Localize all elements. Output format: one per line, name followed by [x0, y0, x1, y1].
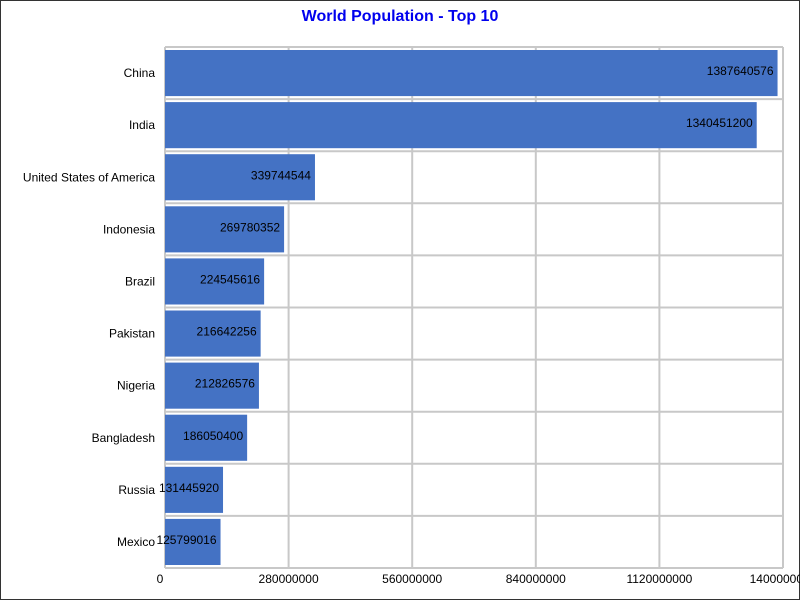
- bar: [165, 258, 265, 305]
- data-label: 186050400: [183, 429, 243, 443]
- bar: [165, 518, 221, 565]
- chart-title: World Population - Top 10: [302, 8, 499, 25]
- data-label: 339744544: [251, 168, 311, 182]
- bar: [165, 414, 248, 461]
- x-tick-label: 1120000000: [626, 572, 692, 586]
- category-label: Nigeria: [117, 379, 155, 393]
- data-label: 269780352: [220, 220, 280, 234]
- bar: [165, 206, 285, 253]
- data-label: 212826576: [195, 377, 255, 391]
- x-tick-label: 560000000: [382, 572, 442, 586]
- data-labels: 1387640576 1340451200 339744544 269780352 22…: [156, 64, 773, 547]
- data-label: 1340451200: [686, 116, 753, 130]
- x-tick-label: 0: [157, 572, 164, 586]
- category-label: Bangladesh: [92, 431, 155, 445]
- category-label: Mexico: [117, 535, 155, 549]
- bars: [165, 50, 778, 565]
- category-label: United States of America: [23, 170, 155, 184]
- category-label: India: [129, 118, 155, 132]
- x-tick-label: 280000000: [259, 572, 319, 586]
- bar: [165, 102, 757, 149]
- data-label: 1387640576: [707, 64, 774, 78]
- data-label: 224545616: [200, 272, 260, 286]
- category-label: Pakistan: [109, 327, 155, 341]
- category-label: Indonesia: [103, 222, 155, 236]
- x-tick-label: 1400000000: [750, 572, 800, 586]
- category-label: China: [124, 66, 156, 80]
- bar: [165, 362, 259, 409]
- data-label: 125799016: [156, 533, 216, 547]
- bar: [165, 466, 224, 513]
- bar: [165, 154, 315, 201]
- x-axis-tick-labels: 0 280000000 560000000 840000000 1120000000 14…: [157, 572, 800, 586]
- category-labels: China India United States of America Indone…: [23, 66, 155, 549]
- data-label: 131445920: [159, 481, 219, 495]
- x-tick-label: 840000000: [506, 572, 566, 586]
- data-label: 216642256: [197, 325, 257, 339]
- category-label: Brazil: [125, 274, 155, 288]
- category-label: Russia: [118, 483, 155, 497]
- bar: [165, 310, 261, 357]
- bar: [165, 50, 778, 97]
